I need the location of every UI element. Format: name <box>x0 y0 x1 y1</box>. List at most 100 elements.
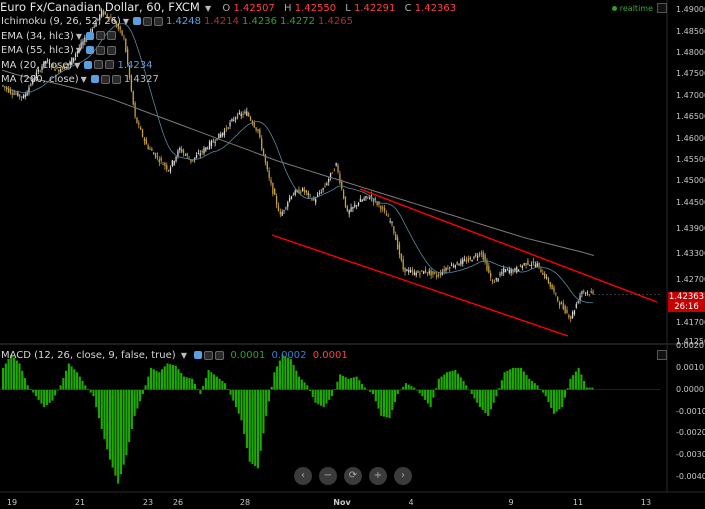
scroll-left-button[interactable]: ‹ <box>294 467 312 485</box>
indicator-label[interactable]: EMA (34, hlc3) <box>1 30 74 42</box>
macd-bar <box>169 364 172 390</box>
macd-bar <box>65 370 68 390</box>
realtime-label: realtime <box>619 4 653 13</box>
chevron-down-icon[interactable]: ▼ <box>205 4 212 13</box>
candle-body <box>311 199 313 201</box>
close-icon[interactable] <box>111 74 121 84</box>
macd-bar <box>451 370 454 390</box>
candle-body <box>99 14 101 21</box>
close-icon[interactable] <box>154 16 163 26</box>
chevron-down-icon[interactable]: ▼ <box>122 17 129 26</box>
candle-body <box>195 155 198 159</box>
indicator-label[interactable]: Ichimoku (9, 26, 52, 26) <box>1 16 121 27</box>
gear-icon[interactable] <box>143 16 152 26</box>
reset-button[interactable]: ⟳ <box>344 467 362 485</box>
candle-body <box>84 37 86 43</box>
pane-maximize-icon[interactable] <box>657 350 667 360</box>
symbol-title[interactable]: Euro Fx/Canadian Dollar, 60, FXCM <box>0 0 200 14</box>
indicator-row: Ichimoku (9, 26, 52, 26) ▼ 1.4248 1.4214 1.4… <box>1 15 353 28</box>
candle-body <box>544 273 546 279</box>
gear-icon[interactable] <box>95 31 105 40</box>
chevron-down-icon[interactable]: ▼ <box>75 31 82 41</box>
close-icon[interactable] <box>215 350 225 360</box>
macd-bar <box>303 382 306 390</box>
candle-body <box>300 191 302 193</box>
macd-bar <box>566 388 569 390</box>
chevron-down-icon[interactable]: ▼ <box>180 351 187 360</box>
macd-bar <box>385 389 388 418</box>
candle-body <box>229 122 231 127</box>
candle-body <box>63 67 66 70</box>
indicator-label[interactable]: MA (20, close) <box>1 59 73 71</box>
candle-body <box>584 292 587 294</box>
zoom-in-button[interactable]: + <box>369 467 387 485</box>
macd-bar <box>506 370 509 390</box>
candle-body <box>456 261 458 265</box>
eye-icon[interactable] <box>84 60 93 69</box>
candle-body <box>441 271 443 275</box>
price-tick-label: 1.49000 <box>676 5 705 15</box>
pane-maximize-icon[interactable] <box>657 3 667 13</box>
candle-body <box>475 254 477 256</box>
indicator-label[interactable]: MA (200, close) <box>1 74 79 85</box>
close-icon[interactable] <box>106 45 116 55</box>
candle-body <box>61 67 64 70</box>
eye-icon[interactable] <box>194 351 203 359</box>
candle-body <box>184 154 187 156</box>
macd-bar <box>202 386 205 390</box>
candle-body <box>307 193 309 195</box>
candle-body <box>378 201 380 205</box>
scroll-right-button[interactable]: › <box>394 467 412 485</box>
macd-legend: MACD (12, 26, close, 9, false, true) ▼ 0… <box>1 349 348 362</box>
chevron-down-icon[interactable]: ▼ <box>74 60 81 70</box>
close-icon[interactable] <box>105 60 115 69</box>
close-icon[interactable] <box>106 31 116 40</box>
candle-body <box>190 159 192 162</box>
eye-icon[interactable] <box>133 17 141 25</box>
candle-body <box>497 278 499 282</box>
macd-bar <box>432 389 435 398</box>
macd-bar <box>59 385 62 390</box>
eye-icon[interactable] <box>90 75 99 83</box>
macd-bar <box>308 389 312 392</box>
gear-icon[interactable] <box>204 350 214 360</box>
indicator-label[interactable]: EMA (55, hlc3) <box>1 45 74 56</box>
gear-icon[interactable] <box>95 45 105 55</box>
candle-body <box>45 60 47 63</box>
candle-body <box>335 162 337 166</box>
macd-bar <box>322 389 325 408</box>
ohlc-o-value: 1.42507 <box>233 3 275 14</box>
candle-body <box>391 221 393 223</box>
candle-body <box>465 260 468 262</box>
ohlc-l-label: L <box>345 3 351 14</box>
candle-body <box>516 267 518 273</box>
macd-bar <box>284 356 287 390</box>
gear-icon[interactable] <box>100 74 110 84</box>
candle-body <box>471 260 473 262</box>
candle-body <box>411 270 414 272</box>
gear-icon[interactable] <box>94 60 104 69</box>
time-tick-label: 19 <box>6 498 18 507</box>
macd-bar <box>424 389 427 400</box>
candle-body <box>573 310 576 314</box>
macd-bar <box>281 354 284 390</box>
candle-body <box>359 198 362 202</box>
macd-bar <box>37 389 40 400</box>
candle-body <box>560 301 563 305</box>
zoom-out-button[interactable]: − <box>319 467 337 485</box>
chevron-down-icon[interactable]: ▼ <box>75 46 82 55</box>
macd-bar <box>185 377 188 390</box>
candle-body <box>28 87 30 93</box>
candle-body <box>56 68 58 70</box>
chevron-down-icon[interactable]: ▼ <box>80 75 87 84</box>
macd-label[interactable]: MACD (12, 26, close, 9, false, true) <box>1 350 176 361</box>
eye-icon[interactable] <box>85 31 94 40</box>
macd-bar <box>347 378 350 390</box>
macd-bar <box>591 387 594 390</box>
candle-body <box>415 272 417 276</box>
eye-icon[interactable] <box>85 46 94 54</box>
candle-body <box>113 21 116 23</box>
candle-body <box>93 26 95 28</box>
price-tick-label: 1.46500 <box>676 112 705 122</box>
